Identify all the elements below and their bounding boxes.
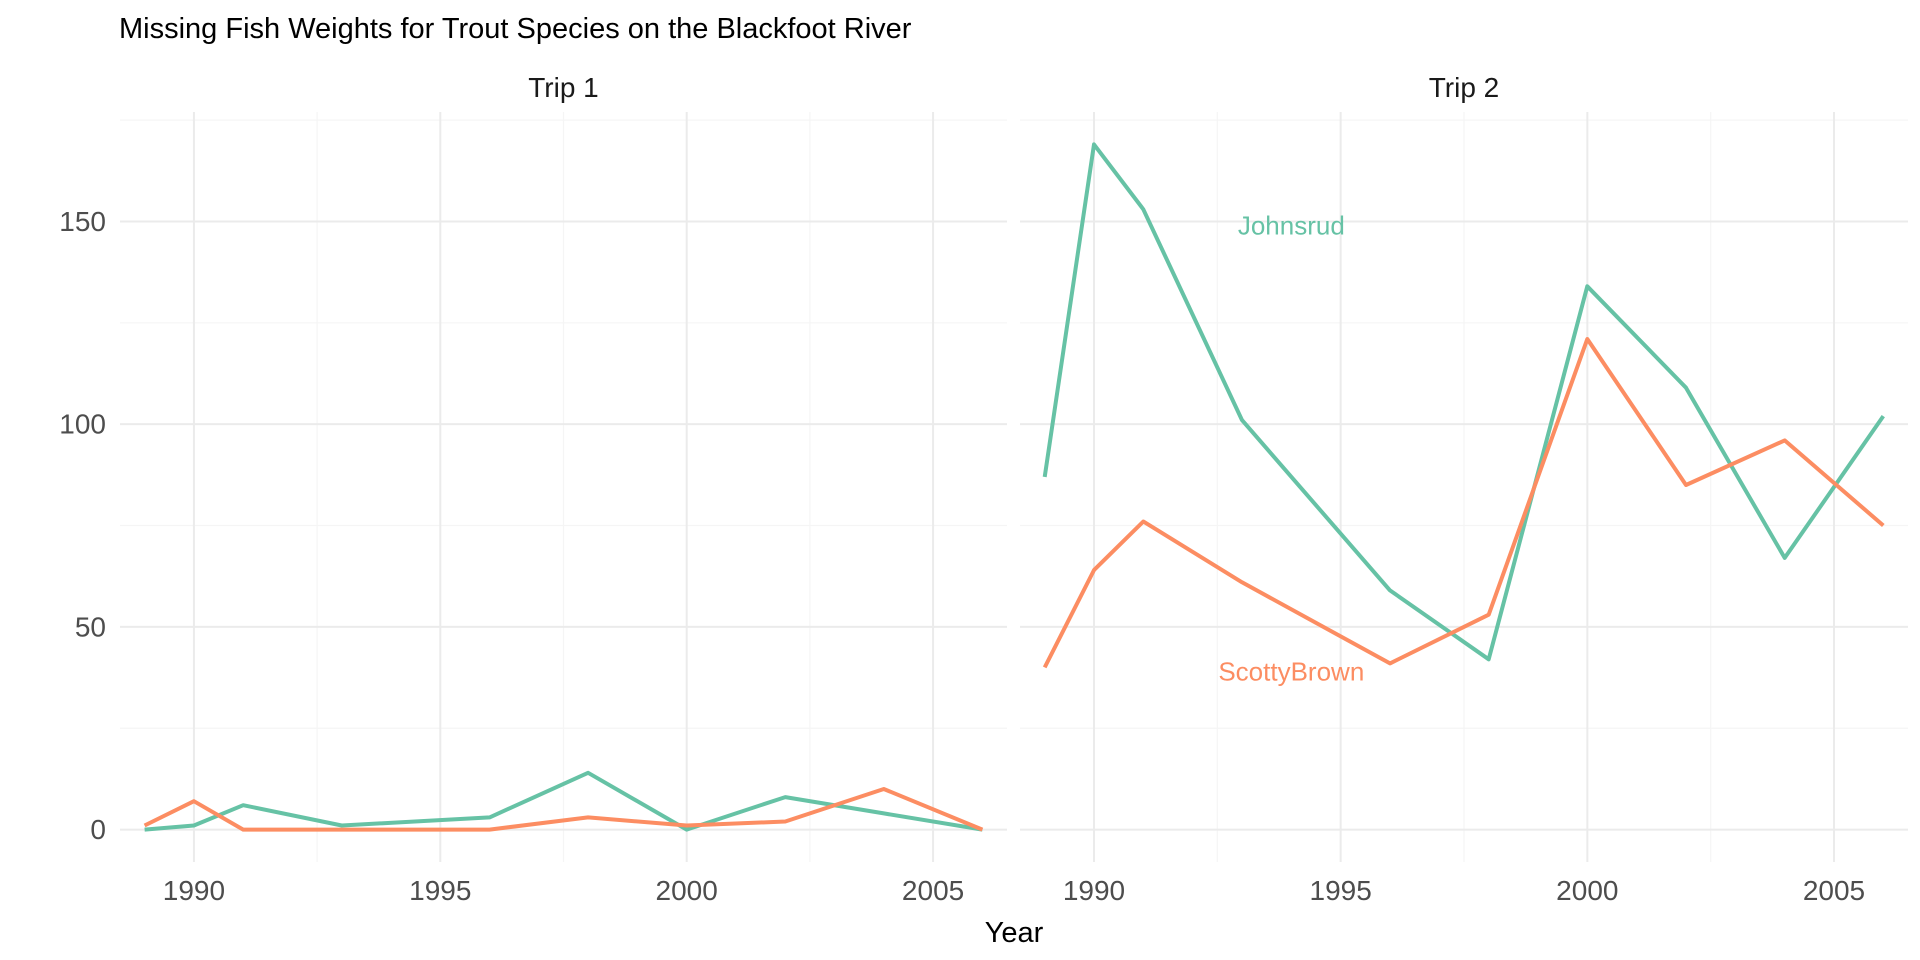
grid (1020, 112, 1908, 862)
y-tick-label: 150 (59, 206, 106, 237)
x-tick-label: 2005 (1803, 875, 1865, 906)
x-tick-label: 1990 (1063, 875, 1125, 906)
series-line-johnsrud (1042, 142, 1885, 662)
x-tick-label: 2000 (1556, 875, 1618, 906)
facet-label: Trip 2 (1429, 72, 1500, 103)
y-tick-label: 100 (59, 409, 106, 440)
facet-label: Trip 1 (528, 72, 599, 103)
series-label-scottybrown: ScottyBrown (1218, 656, 1364, 686)
y-axis-ticks: 0 50 100 150 (59, 206, 106, 845)
x-tick-label: 1995 (1310, 875, 1372, 906)
grid (120, 112, 1007, 862)
x-tick-label: 1990 (163, 875, 225, 906)
y-tick-label: 50 (75, 611, 106, 642)
facet-panel-2: Trip 2 1990 1995 2000 2005 Johnsrud ScottyBrow… (1020, 72, 1908, 906)
series-label-johnsrud: Johnsrud (1238, 211, 1345, 241)
x-tick-label: 2005 (902, 875, 964, 906)
chart-title: Missing Fish Weights for Trout Species o… (119, 13, 912, 45)
x-axis-title: Year (985, 917, 1044, 949)
facet-panels: Trip 1 1990 1995 2000 2005 Trip 2 1990 1995 2000… (120, 72, 1908, 906)
x-tick-label: 1995 (409, 875, 471, 906)
y-tick-label: 0 (90, 814, 106, 845)
facet-panel-1: Trip 1 1990 1995 2000 2005 (120, 72, 1007, 906)
x-tick-label: 2000 (656, 875, 718, 906)
series-line-scottybrown (1042, 337, 1885, 669)
series-line-scottybrown (143, 787, 984, 832)
